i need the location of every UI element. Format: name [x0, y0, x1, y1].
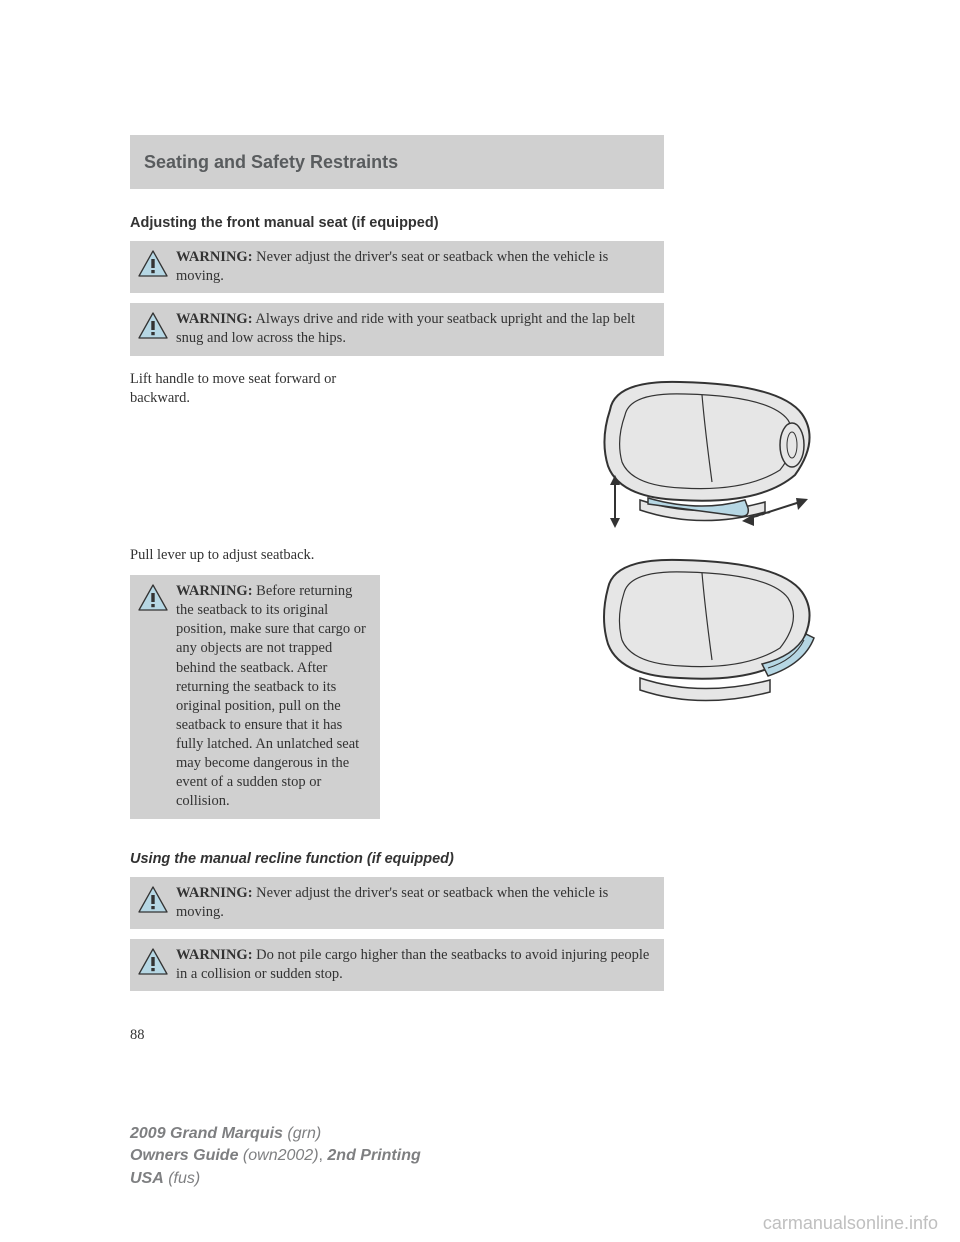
- warning-text: WARNING: Always drive and ride with your…: [176, 310, 654, 348]
- footer-line-2: Owners Guide (own2002), 2nd Printing: [130, 1145, 421, 1167]
- footer-guide: Owners Guide: [130, 1147, 238, 1164]
- warning-text: WARNING: Never adjust the driver's seat …: [176, 248, 654, 286]
- footer-market-code: (fus): [164, 1170, 200, 1187]
- warning-body: Before returning the seatback to its ori…: [176, 583, 366, 809]
- footer-model: 2009 Grand Marquis: [130, 1125, 283, 1142]
- page-number: 88: [130, 1027, 830, 1044]
- footer-model-code: (grn): [283, 1125, 321, 1142]
- warning-text: WARNING: Before returning the seatback t…: [176, 582, 370, 812]
- seat-diagram-forward: [570, 370, 830, 540]
- warning-icon: [138, 886, 168, 913]
- warning-icon: [138, 948, 168, 975]
- row-seat-forward: Lift handle to move seat forward or back…: [130, 370, 830, 540]
- footer-line-3: USA (fus): [130, 1168, 421, 1190]
- warning-box-5: WARNING: Do not pile cargo higher than t…: [130, 939, 664, 991]
- warning-box-1: WARNING: Never adjust the driver's seat …: [130, 241, 664, 293]
- footer-line-1: 2009 Grand Marquis (grn): [130, 1123, 421, 1145]
- warning-label: WARNING:: [176, 947, 253, 963]
- seat-diagram-recline: [570, 546, 830, 716]
- chapter-title: Seating and Safety Restraints: [144, 152, 398, 173]
- warning-text: WARNING: Never adjust the driver's seat …: [176, 884, 654, 922]
- warning-text: WARNING: Do not pile cargo higher than t…: [176, 946, 654, 984]
- footer-market: USA: [130, 1170, 164, 1187]
- warning-box-4: WARNING: Never adjust the driver's seat …: [130, 877, 664, 929]
- footer-guide-code: (own2002): [238, 1147, 318, 1164]
- chapter-header: Seating and Safety Restraints: [130, 135, 664, 189]
- footer: 2009 Grand Marquis (grn) Owners Guide (o…: [130, 1123, 421, 1190]
- warning-icon: [138, 312, 168, 339]
- warning-icon: [138, 250, 168, 277]
- warning-label: WARNING:: [176, 249, 253, 265]
- row-seatback-adjust: Pull lever up to adjust seatback. WARNIN…: [130, 546, 830, 827]
- section-heading-1: Adjusting the front manual seat (if equi…: [130, 215, 830, 231]
- section-heading-2: Using the manual recline function (if eq…: [130, 851, 830, 867]
- watermark: carmanualsonline.info: [763, 1213, 938, 1234]
- warning-label: WARNING:: [176, 311, 253, 327]
- page-content: Seating and Safety Restraints Adjusting …: [130, 135, 830, 1044]
- warning-icon: [138, 584, 168, 611]
- warning-box-2: WARNING: Always drive and ride with your…: [130, 303, 664, 355]
- warning-label: WARNING:: [176, 885, 253, 901]
- instruction-1: Lift handle to move seat forward or back…: [130, 370, 378, 409]
- footer-printing: 2nd Printing: [327, 1147, 420, 1164]
- instruction-2: Pull lever up to adjust seatback.: [130, 546, 378, 566]
- warning-label: WARNING:: [176, 583, 253, 599]
- warning-box-3: WARNING: Before returning the seatback t…: [130, 575, 380, 819]
